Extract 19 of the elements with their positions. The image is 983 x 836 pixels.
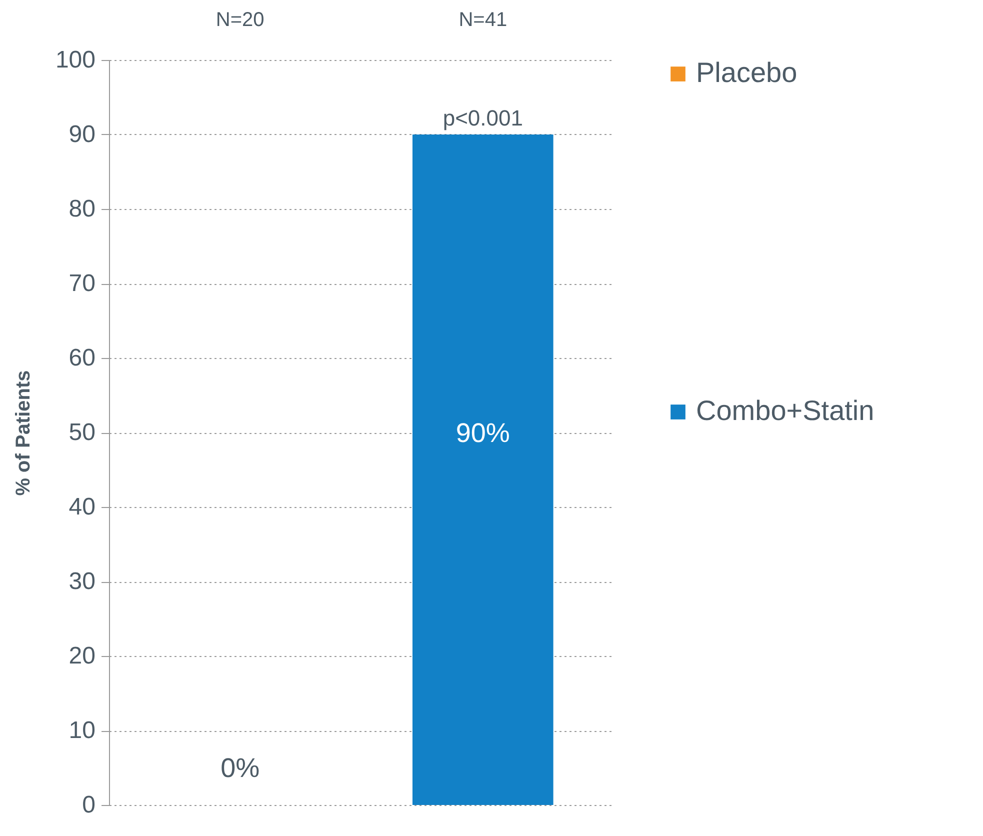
annotation: p<0.001 (442, 106, 523, 130)
y-tick-label: 60 (68, 344, 96, 372)
y-tick-label: 30 (68, 568, 96, 595)
y-tick-label: 80 (68, 196, 96, 222)
y-tick-label: 0 (82, 792, 96, 818)
text: N=41 (458, 9, 508, 31)
y-tick-label: 70 (68, 270, 96, 297)
data-label: 0% (220, 753, 260, 783)
y-tick-label: 10 (68, 717, 96, 744)
y-axis-title: % of Patients (12, 370, 34, 496)
text: N=20 (216, 9, 264, 31)
y-tick-label: 40 (68, 494, 96, 520)
y-tick-label: 50 (68, 419, 96, 446)
legend-label: Combo+Statin (696, 395, 874, 426)
legend-label: Placebo (696, 57, 798, 88)
y-tick-label: 90 (68, 121, 96, 148)
y-tick-label: 20 (68, 642, 96, 670)
y-tick-label: 100 (55, 46, 96, 74)
data-label: 90% (456, 418, 510, 448)
